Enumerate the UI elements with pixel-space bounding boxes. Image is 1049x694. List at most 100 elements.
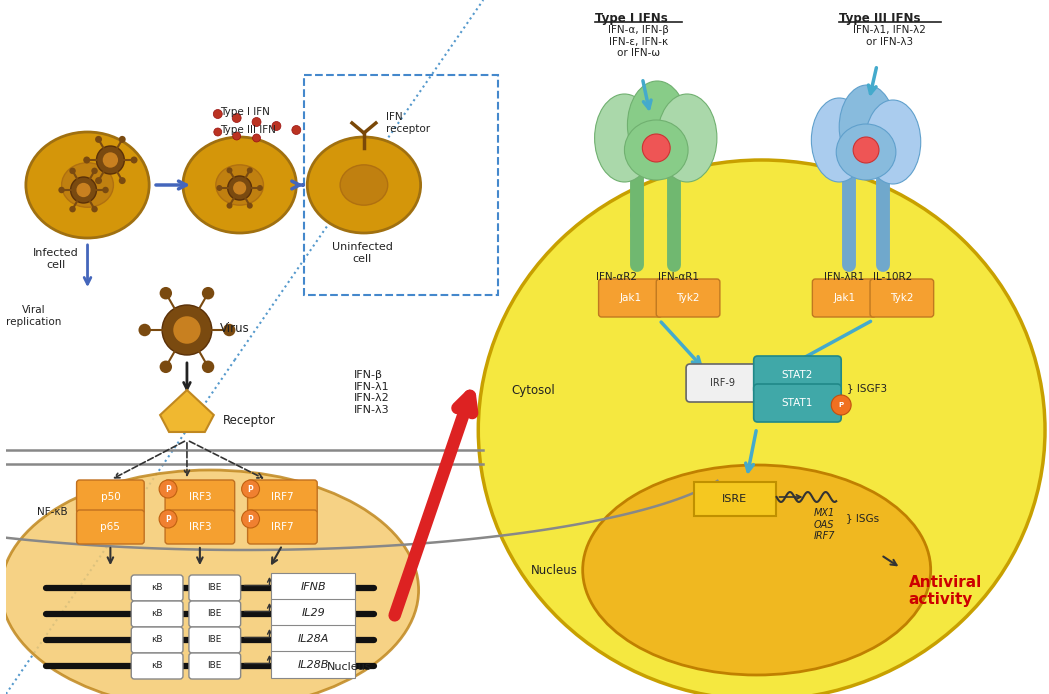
Text: Jak1: Jak1 [619,293,642,303]
Circle shape [91,168,98,174]
FancyBboxPatch shape [189,653,240,679]
Ellipse shape [658,94,716,182]
Text: IBE: IBE [208,636,222,645]
FancyBboxPatch shape [686,364,759,402]
Text: κB: κB [151,661,163,670]
Text: IFN-β
IFN-λ1
IFN-λ2
IFN-λ3: IFN-β IFN-λ1 IFN-λ2 IFN-λ3 [354,370,390,415]
Ellipse shape [183,137,296,233]
Text: Viral
replication: Viral replication [6,305,62,327]
FancyBboxPatch shape [272,651,355,678]
Text: } ISGs: } ISGs [847,513,879,523]
Circle shape [241,510,259,528]
Text: Type I IFN: Type I IFN [219,107,270,117]
FancyBboxPatch shape [599,279,662,317]
Circle shape [173,316,200,344]
Circle shape [77,183,90,197]
Circle shape [59,187,65,193]
Text: p50: p50 [101,492,121,502]
Ellipse shape [307,137,421,233]
FancyBboxPatch shape [189,575,240,601]
FancyBboxPatch shape [812,279,876,317]
Text: IFN-λ1, IFN-λ2
or IFN-λ3: IFN-λ1, IFN-λ2 or IFN-λ3 [854,25,926,46]
Ellipse shape [582,465,930,675]
Text: IRF3: IRF3 [189,522,211,532]
FancyBboxPatch shape [753,356,841,394]
Circle shape [103,187,109,193]
Circle shape [232,114,241,123]
Circle shape [138,323,151,337]
Ellipse shape [478,160,1045,694]
Circle shape [69,168,76,174]
Text: P: P [838,402,843,408]
Ellipse shape [865,100,921,184]
Text: ISRE: ISRE [723,494,747,504]
Ellipse shape [1,470,419,694]
Text: MX1
OAS
IRF7: MX1 OAS IRF7 [813,508,835,541]
FancyBboxPatch shape [272,573,355,600]
Text: STAT1: STAT1 [782,398,813,408]
Circle shape [216,185,222,191]
Circle shape [83,157,90,164]
FancyBboxPatch shape [165,510,235,544]
Text: IFN-αR2: IFN-αR2 [596,272,637,282]
Ellipse shape [216,165,263,205]
FancyBboxPatch shape [77,510,144,544]
FancyBboxPatch shape [694,482,775,516]
Circle shape [69,206,76,212]
Circle shape [213,110,222,119]
Circle shape [253,134,260,142]
Text: IRF7: IRF7 [271,522,294,532]
Polygon shape [160,390,214,432]
Text: Nucleus: Nucleus [531,564,578,577]
Text: Type III IFN: Type III IFN [219,125,276,135]
Text: Antiviral
activity: Antiviral activity [908,575,982,607]
Text: IFN-αR1: IFN-αR1 [658,272,699,282]
Ellipse shape [595,94,655,182]
Bar [304,75,498,295]
Text: Type III IFNs: Type III IFNs [839,12,921,25]
Text: NF-κB: NF-κB [37,507,67,517]
FancyBboxPatch shape [131,627,183,653]
Circle shape [130,157,137,164]
FancyBboxPatch shape [870,279,934,317]
Text: IFNB: IFNB [300,582,326,592]
Circle shape [252,117,261,126]
Text: IFN-α, IFN-β
IFN-ε, IFN-κ
or IFN-ω: IFN-α, IFN-β IFN-ε, IFN-κ or IFN-ω [608,25,669,58]
Circle shape [642,134,670,162]
Text: IFN-λR1: IFN-λR1 [825,272,864,282]
Circle shape [91,206,98,212]
Circle shape [223,323,235,337]
FancyBboxPatch shape [753,384,841,422]
Text: κB: κB [151,609,163,618]
Text: P: P [165,484,171,493]
FancyBboxPatch shape [248,510,317,544]
Text: Tyk2: Tyk2 [891,293,914,303]
Circle shape [97,146,125,174]
Circle shape [247,167,253,174]
FancyBboxPatch shape [77,480,144,514]
Ellipse shape [811,98,868,182]
Text: Receptor: Receptor [222,414,276,427]
Circle shape [163,305,212,355]
Circle shape [247,203,253,209]
Circle shape [257,185,263,191]
Ellipse shape [839,85,895,169]
Circle shape [292,126,301,135]
Text: κB: κB [151,636,163,645]
Text: } ISGF3: } ISGF3 [848,383,887,393]
Text: Uninfected
cell: Uninfected cell [331,242,392,264]
Text: STAT2: STAT2 [782,370,813,380]
Text: Cytosol: Cytosol [511,384,555,396]
Text: Tyk2: Tyk2 [677,293,700,303]
Text: IRF-9: IRF-9 [710,378,735,388]
FancyBboxPatch shape [131,653,183,679]
Text: p65: p65 [101,522,121,532]
FancyBboxPatch shape [189,601,240,627]
Circle shape [159,510,177,528]
Ellipse shape [627,81,687,169]
FancyBboxPatch shape [131,601,183,627]
Text: Type I IFNs: Type I IFNs [595,12,667,25]
Text: IRF3: IRF3 [189,492,211,502]
Text: Jak1: Jak1 [833,293,855,303]
Circle shape [272,121,281,130]
